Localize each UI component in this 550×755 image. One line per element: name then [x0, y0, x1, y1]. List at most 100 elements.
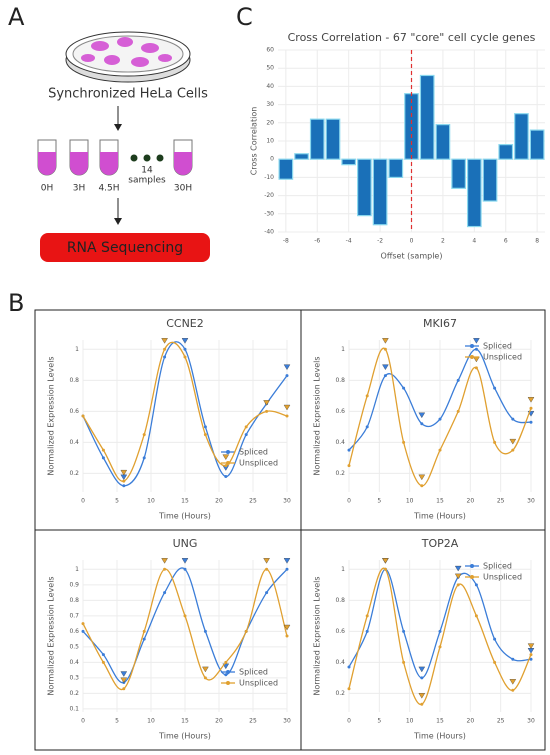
extremum-marker	[181, 558, 189, 564]
point	[163, 347, 167, 351]
point	[224, 673, 228, 677]
point	[203, 629, 207, 633]
point	[163, 567, 167, 571]
legend-label: Unspliced	[483, 573, 522, 582]
petri-dish	[65, 31, 191, 83]
y-tick-label: 0.8	[69, 377, 79, 384]
point	[438, 645, 442, 649]
legend-label: Unspliced	[483, 353, 522, 362]
legend-swatch	[470, 575, 474, 579]
tube-label: 4.5H	[98, 184, 119, 194]
x-tick-label: 15	[436, 718, 444, 725]
x-tick-label: -2	[377, 238, 383, 245]
point	[456, 378, 460, 382]
point	[529, 657, 533, 661]
point	[183, 355, 187, 359]
x-tick-label: 2	[441, 238, 445, 245]
extremum-marker	[418, 693, 426, 699]
point	[456, 583, 460, 587]
x-tick-label: -6	[314, 238, 320, 245]
point	[224, 464, 228, 468]
extremum-marker	[120, 469, 128, 476]
point	[474, 583, 478, 587]
x-tick-label: 30	[527, 718, 535, 725]
point	[529, 406, 533, 410]
extremum-marker	[509, 438, 517, 445]
legend-swatch	[470, 564, 474, 568]
x-tick-label: 20	[467, 498, 475, 505]
legend-label: Unspliced	[239, 459, 278, 468]
point	[402, 386, 406, 390]
point	[365, 394, 369, 398]
x-tick-label: 10	[406, 718, 414, 725]
extremum-marker	[120, 677, 128, 684]
point	[402, 629, 406, 633]
bar	[294, 153, 309, 160]
y-tick-label: 0.7	[69, 612, 79, 619]
x-tick-label: 30	[283, 498, 291, 505]
point	[511, 657, 515, 661]
arrow	[114, 198, 122, 225]
point	[529, 420, 533, 424]
point	[101, 653, 105, 657]
extremum-marker	[263, 558, 270, 564]
bar	[451, 158, 466, 189]
y-axis-label: Normalized Expression Levels	[47, 576, 56, 695]
chart-title: TOP2A	[421, 537, 459, 550]
x-axis-label: Time (Hours)	[413, 732, 466, 741]
point	[285, 374, 289, 378]
point	[122, 479, 126, 483]
bar	[372, 158, 388, 226]
point	[420, 676, 424, 680]
point	[420, 422, 424, 426]
point	[493, 660, 497, 664]
bar	[357, 158, 372, 217]
point	[101, 660, 105, 664]
x-axis-label: Offset (sample)	[381, 252, 443, 261]
point	[511, 448, 515, 452]
point	[183, 347, 187, 351]
point	[244, 433, 248, 437]
extremum-marker	[161, 338, 168, 344]
point	[438, 417, 442, 421]
point	[493, 440, 497, 444]
x-axis-label: Time (Hours)	[413, 512, 466, 521]
extremum-marker	[283, 624, 291, 631]
point	[347, 665, 351, 669]
legend-swatch	[470, 344, 474, 348]
x-tick-label: 10	[147, 718, 155, 725]
x-tick-label: 15	[436, 498, 444, 505]
bar	[482, 158, 498, 202]
y-tick-label: 10	[266, 138, 274, 145]
x-tick-label: 0	[347, 718, 351, 725]
point	[456, 409, 460, 413]
x-tick-label: -8	[283, 238, 289, 245]
y-tick-label: 40	[266, 83, 274, 90]
x-tick-label: 25	[497, 718, 505, 725]
cells-label: Synchronized HeLa Cells	[48, 87, 208, 102]
x-tick-label: 30	[527, 498, 535, 505]
y-tick-label: 0.2	[335, 470, 345, 477]
legend-swatch	[226, 450, 230, 454]
point	[285, 567, 289, 571]
legend-label: Spliced	[239, 448, 268, 457]
bar	[278, 158, 294, 180]
samples-note: 14	[141, 166, 153, 176]
extremum-marker	[418, 666, 426, 673]
point	[81, 622, 85, 626]
point	[511, 417, 515, 421]
point	[402, 440, 406, 444]
tube-label: 0H	[41, 184, 54, 194]
point	[163, 591, 167, 595]
point	[203, 433, 207, 437]
y-tick-label: 0.6	[335, 628, 345, 635]
extremum-marker	[418, 474, 426, 481]
point	[224, 660, 228, 664]
point	[183, 614, 187, 618]
y-tick-label: 0.1	[69, 705, 79, 712]
bar	[341, 158, 357, 166]
y-tick-label: 0.4	[335, 439, 345, 446]
legend-label: Spliced	[239, 668, 268, 677]
y-tick-label: -10	[264, 174, 274, 181]
y-tick-label: -20	[264, 192, 274, 199]
